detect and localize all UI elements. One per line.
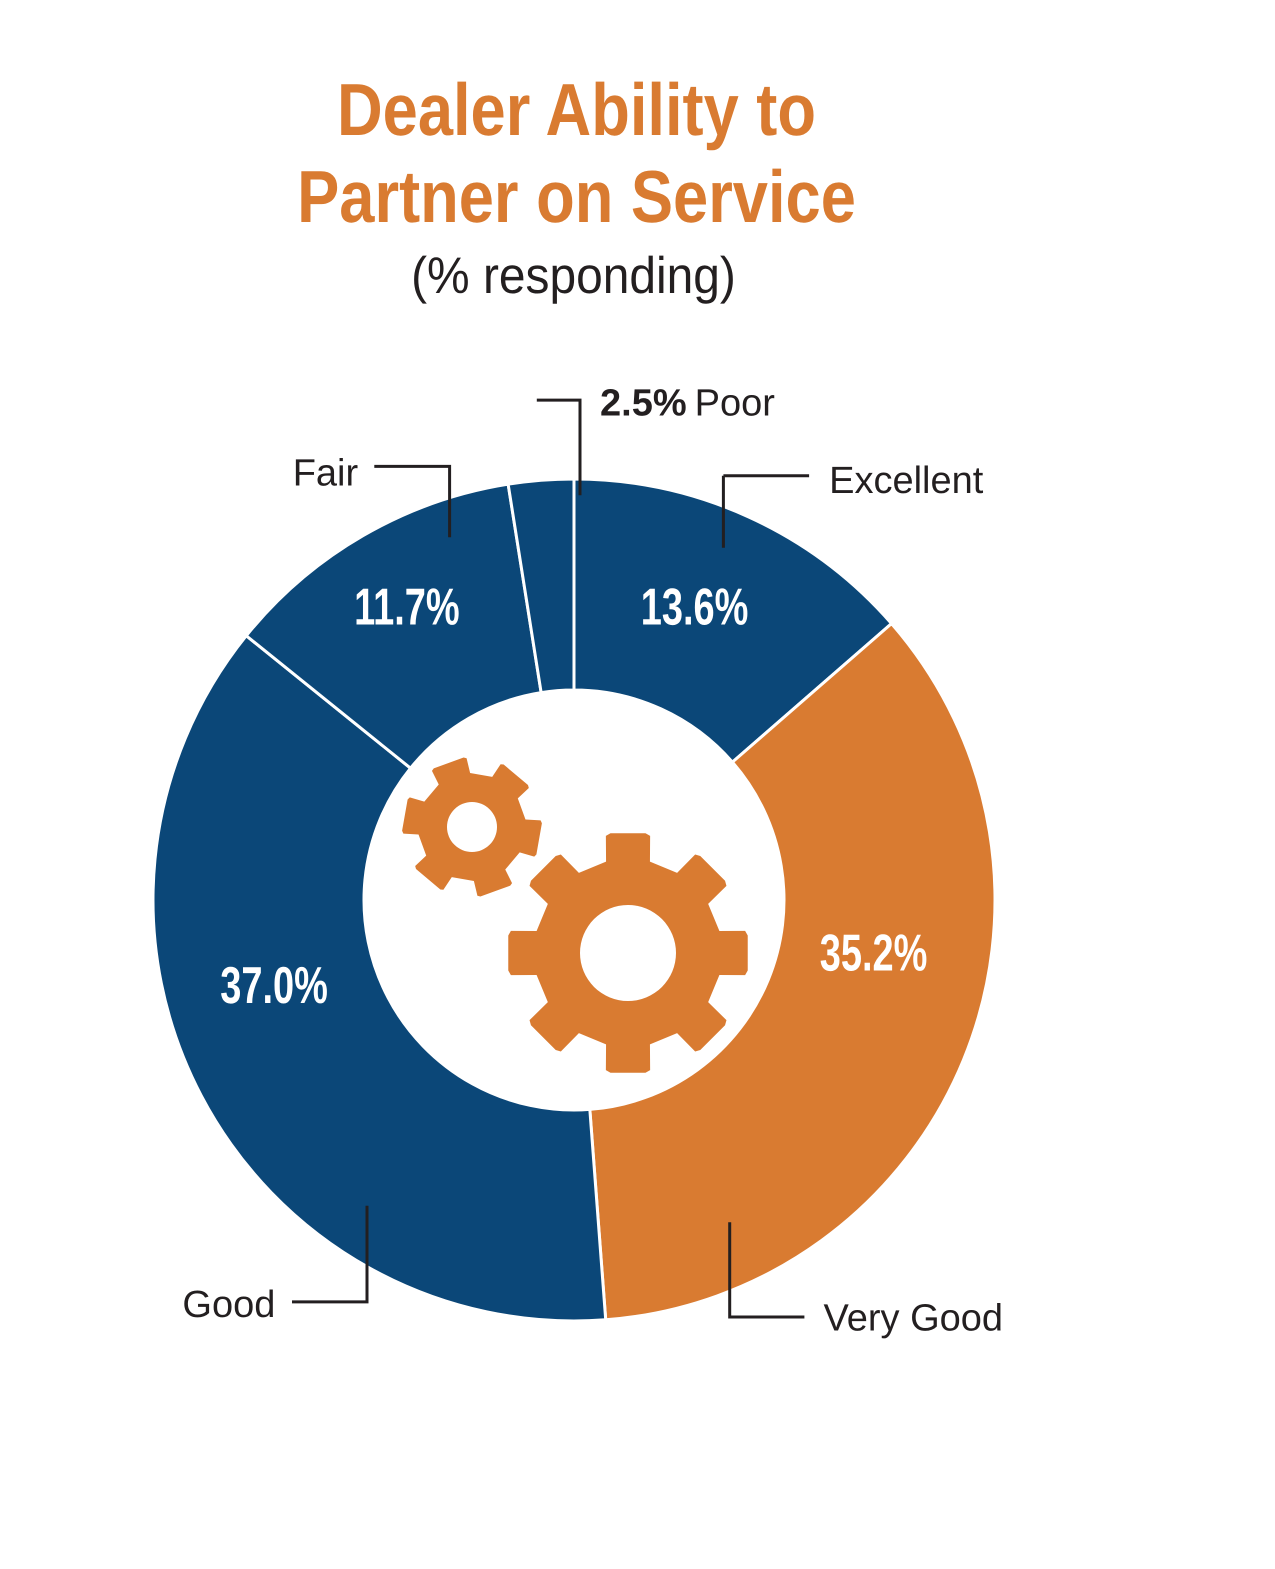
svg-text:Fair: Fair [293,453,359,495]
svg-text:Good: Good [182,1284,275,1326]
svg-text:2.5%Poor: 2.5% Poor [600,382,775,424]
svg-text:Very Good: Very Good [824,1298,1004,1340]
svg-text:Excellent: Excellent [829,460,984,502]
svg-text:37.0%: 37.0% [220,957,328,1015]
svg-text:11.7%: 11.7% [354,579,460,637]
svg-text:13.6%: 13.6% [641,579,749,637]
svg-text:35.2%: 35.2% [820,925,928,983]
